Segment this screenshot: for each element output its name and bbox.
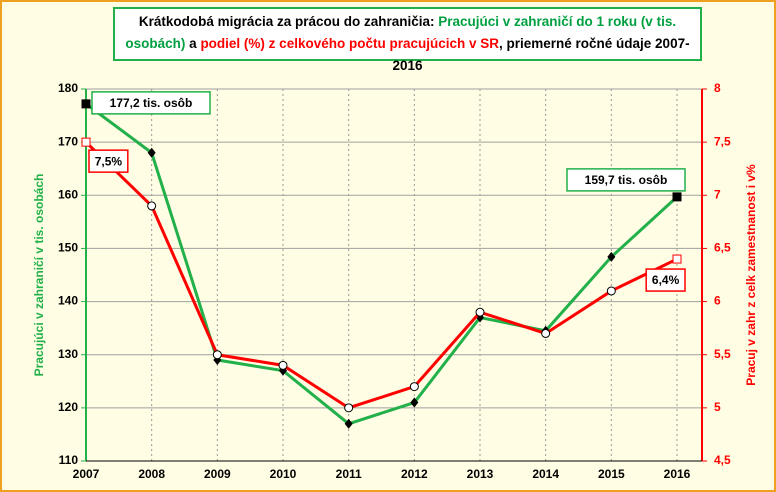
marker (606, 286, 616, 296)
value-label: 7,5% (95, 154, 123, 168)
title-part: , priemerné ročné údaje 2007-2016 (392, 36, 690, 73)
y-tick-label: 150 (58, 241, 78, 255)
marker (672, 192, 682, 202)
title-part: a (185, 36, 201, 51)
marker (147, 201, 157, 211)
title-part: Krátkodobá migrácia za prácou do zahrani… (138, 14, 439, 29)
value-label: 6,4% (652, 273, 680, 287)
marker (409, 382, 419, 392)
x-tick-label: 2011 (336, 467, 362, 481)
marker (278, 360, 288, 370)
x-tick-label: 2012 (401, 467, 428, 481)
marker (81, 137, 91, 147)
x-tick-label: 2016 (664, 467, 691, 481)
y-tick-label: 140 (58, 294, 78, 308)
value-label-box (566, 168, 686, 192)
x-tick-label: 2015 (598, 467, 625, 481)
y2-tick-label: 4,5 (714, 453, 731, 467)
y2-tick-label: 5 (714, 400, 721, 414)
y-tick-label: 160 (58, 187, 78, 201)
y-tick-label: 130 (58, 347, 78, 361)
marker (410, 397, 419, 408)
marker (212, 350, 222, 360)
title-part: Pracujúci v zahraničí do 1 roku (v tis. … (125, 14, 677, 51)
x-tick-label: 2010 (270, 467, 297, 481)
y2-tick-label: 6,5 (714, 241, 731, 255)
y-tick-label: 180 (58, 81, 78, 95)
x-tick-label: 2008 (138, 467, 165, 481)
value-label: 159,7 tis. osôb (585, 173, 668, 187)
value-label-box (645, 268, 686, 292)
x-tick-label: 2013 (467, 467, 494, 481)
x-tick-label: 2014 (532, 467, 559, 481)
marker (541, 328, 551, 338)
marker (344, 418, 353, 429)
y2-tick-label: 5,5 (714, 347, 731, 361)
y2-tick-label: 7 (714, 187, 721, 201)
chart-title: Krátkodobá migrácia za prácou do zahrani… (113, 7, 702, 73)
y-tick-label: 110 (59, 453, 79, 467)
y2-axis-label: Pracuj v zahr z celk zamestnanost i v% (744, 164, 758, 386)
series-line (85, 102, 679, 426)
marker (475, 307, 485, 317)
marker (81, 99, 91, 109)
marker (672, 254, 682, 264)
x-tick-label: 2009 (204, 467, 231, 481)
value-label-box (88, 149, 129, 173)
value-label-box (91, 91, 211, 115)
plot-area (86, 89, 702, 461)
marker (607, 251, 616, 262)
value-label: 177,2 tis. osôb (110, 96, 193, 110)
y2-tick-label: 7,5 (714, 134, 731, 148)
marker (147, 147, 156, 158)
title-part: podiel (%) z celkového počtu pracujúcich… (200, 36, 499, 51)
y-axis-label: Pracujúci v zahraničí v tis. osobách (32, 174, 46, 377)
y-tick-label: 120 (58, 400, 78, 414)
series-line (84, 141, 678, 410)
y-tick-label: 170 (58, 134, 78, 148)
y2-tick-label: 6 (714, 294, 721, 308)
x-tick-label: 2007 (73, 467, 100, 481)
marker (344, 403, 354, 413)
y2-tick-label: 8 (714, 81, 721, 95)
